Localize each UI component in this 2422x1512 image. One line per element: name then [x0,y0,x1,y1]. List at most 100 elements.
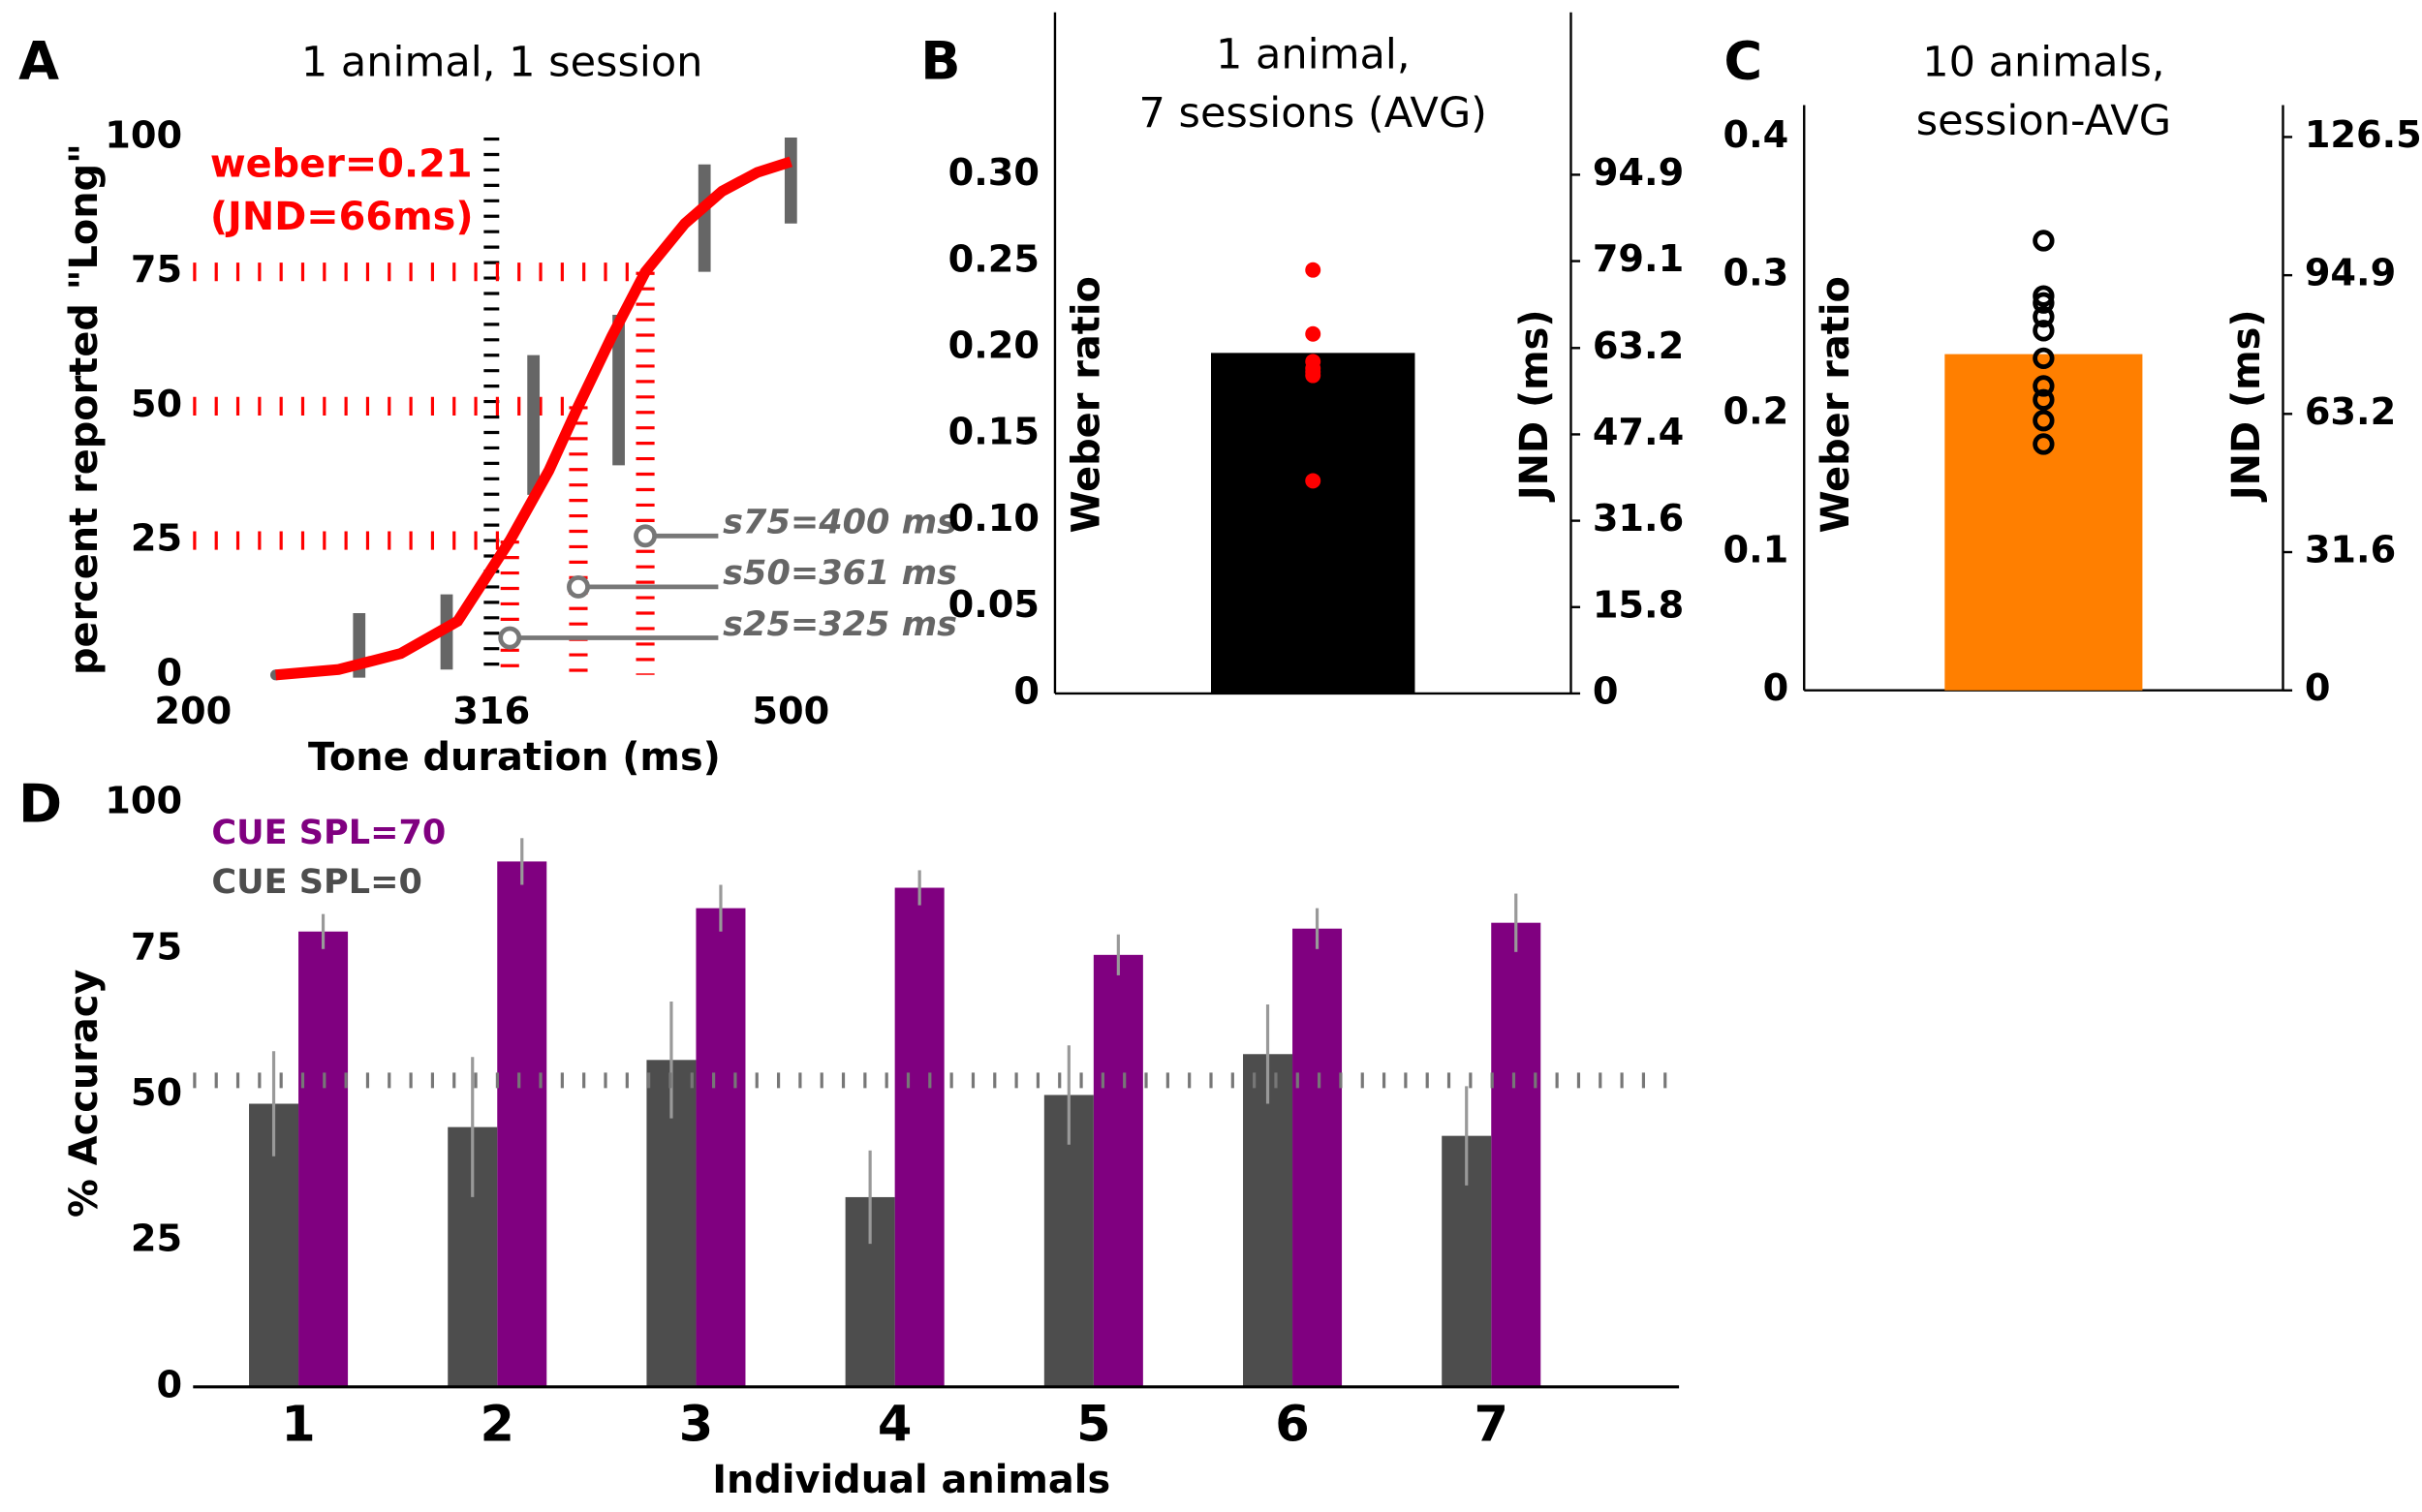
fit-curve [275,156,793,681]
y2-axis-label: JND (ms) [1512,309,1557,503]
x-tick-label: 6 [1275,1396,1310,1453]
panel-letter: D [18,774,62,835]
x-tick-label: 2 [481,1396,514,1453]
y-tick-label: 0 [157,1363,183,1406]
data-point [2033,305,2055,328]
bar [1944,354,2143,691]
chart-title: 1 animal, 1 session [301,39,703,87]
data-point [2033,433,2055,455]
y-tick-label: 25 [131,517,182,561]
y2-tick-label: 63.2 [2305,390,2396,434]
y-tick-label: 0.20 [948,324,1040,368]
y-tick-label: 0.30 [948,151,1040,195]
y2-tick-label: 0 [1593,669,1619,713]
x-axis-label: Individual animals [712,1458,1110,1502]
data-point [785,174,796,186]
threshold-marker [567,574,590,599]
y-tick-label: 0 [1763,666,1789,710]
y2-tick-label: 31.6 [1593,497,1684,540]
y2-tick-label: 94.9 [1593,151,1684,195]
y-tick-label: 0.10 [948,497,1040,540]
bar [298,931,349,1387]
annotation: (JND=66ms) [210,195,474,239]
y2-tick-label: 126.5 [2305,113,2422,157]
y-tick-label: 0 [157,651,183,694]
y-tick-label: 0 [1013,669,1040,713]
data-point [528,419,540,431]
x-tick-label: 5 [1076,1396,1111,1453]
y2-tick-label: 15.8 [1593,583,1684,627]
y2-tick-label: 31.6 [2305,529,2396,572]
y-tick-label: 100 [105,780,182,823]
bar [1243,1054,1293,1387]
y2-axis-label: JND (ms) [2224,309,2269,503]
bar [1093,954,1143,1387]
y2-tick-label: 0 [2305,666,2331,710]
data-point [2033,320,2055,342]
threshold-label: s25=325 ms [723,604,957,644]
data-point [2033,347,2055,370]
bar [1491,922,1541,1387]
threshold-label: s50=361 ms [723,553,957,593]
bar [1292,928,1343,1387]
legend-label: CUE SPL=0 [211,862,421,902]
data-point [1305,325,1321,342]
data-point [2033,230,2055,252]
y-axis-label: % Accuracy [62,970,107,1218]
y-tick-label: 25 [131,1218,182,1261]
data-point [2033,388,2055,411]
data-point [612,385,625,396]
panel-letter: B [920,31,960,92]
panel-letter: C [1723,31,1762,92]
y2-tick-label: 47.4 [1593,411,1684,454]
threshold-marker [634,524,658,548]
y-tick-label: 50 [131,1071,182,1115]
x-tick-label: 316 [452,690,530,733]
bar [1211,353,1415,694]
y-tick-label: 0.15 [948,411,1040,454]
legend-label: CUE SPL=70 [211,813,446,852]
y-tick-label: 100 [105,113,182,157]
y-tick-label: 75 [131,925,182,969]
y-axis-label: Weber ratio [1814,276,1858,533]
y-tick-label: 0.25 [948,237,1040,281]
data-point [2033,410,2055,432]
data-point [2033,292,2055,314]
bar [894,887,945,1387]
y2-tick-label: 94.9 [2305,252,2396,295]
chart-title: 1 animal, [1216,31,1411,79]
annotation: weber=0.21 [210,142,473,187]
x-tick-label: 500 [752,690,829,733]
y2-tick-label: 79.1 [1593,237,1684,281]
y-tick-label: 0.3 [1723,252,1789,295]
x-axis-label: Tone duration (ms) [308,735,721,780]
y-tick-label: 75 [131,248,182,292]
x-tick-label: 4 [878,1396,913,1453]
y-axis-label: Weber ratio [1065,276,1109,533]
data-point [2033,285,2055,307]
chart-title: 7 sessions (AVG) [1138,89,1486,138]
chart-title: 10 animals, [1922,39,2164,87]
y-tick-label: 0.05 [948,583,1040,627]
y-tick-label: 0.2 [1723,390,1789,434]
data-point [1305,367,1321,384]
x-tick-label: 1 [281,1396,316,1453]
y-tick-label: 50 [131,383,182,426]
y-tick-label: 0.4 [1723,113,1789,157]
threshold-marker [498,626,522,650]
y2-tick-label: 63.2 [1593,324,1684,368]
x-tick-label: 200 [154,690,232,733]
y-tick-label: 0.1 [1723,528,1789,571]
bar [696,908,746,1387]
threshold-label: s75=400 ms [723,503,957,542]
data-point [2033,375,2055,397]
bar [497,861,547,1387]
y-axis-label: percent reported "Long" [62,143,107,675]
data-point [1305,262,1321,278]
panel-letter: A [18,31,59,92]
data-point [1305,473,1321,489]
x-tick-label: 3 [679,1396,714,1453]
data-point [354,639,365,651]
